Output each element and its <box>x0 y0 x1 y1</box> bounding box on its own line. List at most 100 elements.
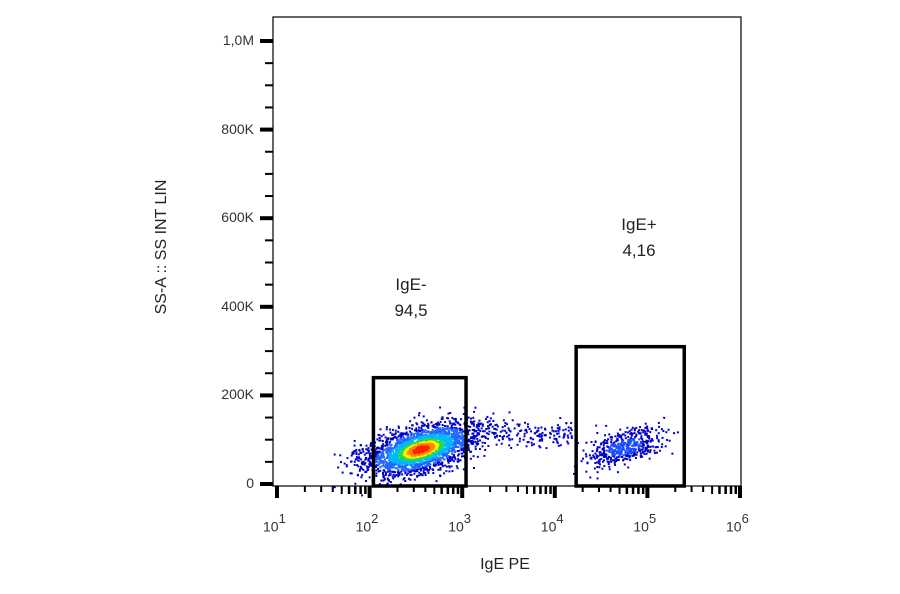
tick-exponent: 2 <box>371 511 379 526</box>
x-minor-tick <box>533 486 536 494</box>
y-major-tick <box>260 482 273 486</box>
x-minor-tick <box>625 486 629 494</box>
y-tick-label: 600K <box>221 209 254 226</box>
y-major-tick <box>260 39 273 43</box>
tick-exponent: 6 <box>741 511 749 526</box>
x-minor-tick <box>320 486 323 492</box>
x-minor-tick <box>331 486 334 492</box>
y-tick-label: 800K <box>221 120 254 137</box>
x-major-tick <box>460 486 465 498</box>
y-minor-tick <box>265 283 273 286</box>
x-minor-tick <box>354 486 357 494</box>
x-minor-tick <box>489 486 492 492</box>
tick-base: 10 <box>726 518 742 535</box>
event-dots <box>333 406 679 497</box>
gates <box>371 344 686 488</box>
x-minor-tick <box>456 486 460 494</box>
x-minor-tick <box>597 486 600 492</box>
x-minor-tick <box>631 486 635 494</box>
y-minor-tick <box>265 460 273 463</box>
x-minor-tick <box>618 486 621 494</box>
x-major-tick <box>275 486 279 498</box>
x-minor-tick <box>433 486 436 494</box>
x-minor-tick <box>396 486 399 492</box>
x-minor-tick <box>340 486 343 494</box>
y-tick-label: 200K <box>221 386 254 403</box>
x-minor-tick <box>451 486 455 494</box>
tick-exponent: 4 <box>556 511 564 526</box>
tick-base: 10 <box>633 518 649 535</box>
y-major-tick <box>260 216 273 221</box>
x-minor-tick <box>641 486 645 494</box>
x-minor-tick <box>412 486 415 492</box>
gate-label-ige-neg: IgE- 94,5 <box>371 272 451 324</box>
y-axis <box>260 39 273 486</box>
y-minor-tick <box>265 150 273 153</box>
y-minor-tick <box>265 372 273 375</box>
y-minor-tick <box>265 239 273 242</box>
tick-exponent: 3 <box>463 511 471 526</box>
x-minor-tick <box>347 486 351 494</box>
x-minor-tick <box>525 486 528 494</box>
x-minor-tick <box>424 486 427 492</box>
x-major-tick <box>738 486 742 498</box>
gate-ige-pos[interactable] <box>574 344 686 488</box>
y-major-tick <box>260 127 273 132</box>
tick-base: 10 <box>263 518 279 535</box>
x-minor-tick <box>505 486 508 492</box>
x-tick-label: 106 <box>726 511 749 535</box>
x-tick-label: 103 <box>448 511 471 535</box>
x-minor-tick <box>637 486 640 494</box>
x-minor-tick <box>581 486 584 492</box>
x-minor-tick <box>718 486 721 494</box>
y-tick-label: 0 <box>246 475 254 491</box>
x-minor-tick <box>609 486 612 492</box>
y-minor-tick <box>265 327 273 330</box>
x-tick-label: 104 <box>540 511 564 535</box>
gate-percent: 4,16 <box>622 241 656 260</box>
x-minor-tick <box>516 486 519 492</box>
gate-ige-neg[interactable] <box>371 375 468 488</box>
x-minor-tick <box>303 486 306 492</box>
tick-base: 10 <box>448 518 464 535</box>
x-tick-label: 105 <box>633 511 657 535</box>
y-minor-tick <box>265 438 273 441</box>
y-axis-label: SS-A :: SS INT LIN <box>153 179 170 315</box>
x-minor-tick <box>674 486 677 492</box>
gate-name: IgE- <box>395 275 427 294</box>
y-minor-tick <box>265 350 273 353</box>
x-minor-tick <box>702 486 705 492</box>
tick-base: 10 <box>355 518 372 535</box>
gate-percent: 94,5 <box>394 301 428 320</box>
y-minor-tick <box>265 172 273 175</box>
x-minor-tick <box>734 486 738 494</box>
y-minor-tick <box>265 261 273 264</box>
tick-exponent: 1 <box>278 511 286 526</box>
x-minor-tick <box>711 486 714 494</box>
y-minor-tick <box>265 84 273 87</box>
x-major-tick <box>552 486 557 498</box>
x-axis <box>275 486 742 498</box>
x-axis-label: IgE PE <box>480 556 530 573</box>
x-minor-tick <box>544 486 548 494</box>
x-minor-tick <box>729 486 733 494</box>
y-tick-label: 1,0M <box>222 32 254 48</box>
x-minor-tick <box>359 486 362 494</box>
y-major-tick <box>260 393 273 398</box>
x-major-tick <box>367 486 372 498</box>
x-minor-tick <box>549 486 552 494</box>
gate-name: IgE+ <box>621 215 657 234</box>
y-major-tick <box>260 304 273 309</box>
y-minor-tick <box>265 62 273 65</box>
tick-base: 10 <box>540 518 557 535</box>
y-minor-tick <box>265 195 273 198</box>
x-minor-tick <box>724 486 727 494</box>
tick-exponent: 5 <box>648 511 657 526</box>
gate-label-ige-pos: IgE+ 4,16 <box>599 212 679 264</box>
x-minor-tick <box>440 486 443 494</box>
x-minor-tick <box>364 486 367 494</box>
x-minor-tick <box>446 486 450 494</box>
x-major-tick <box>645 486 650 498</box>
y-tick-label: 400K <box>221 297 254 314</box>
